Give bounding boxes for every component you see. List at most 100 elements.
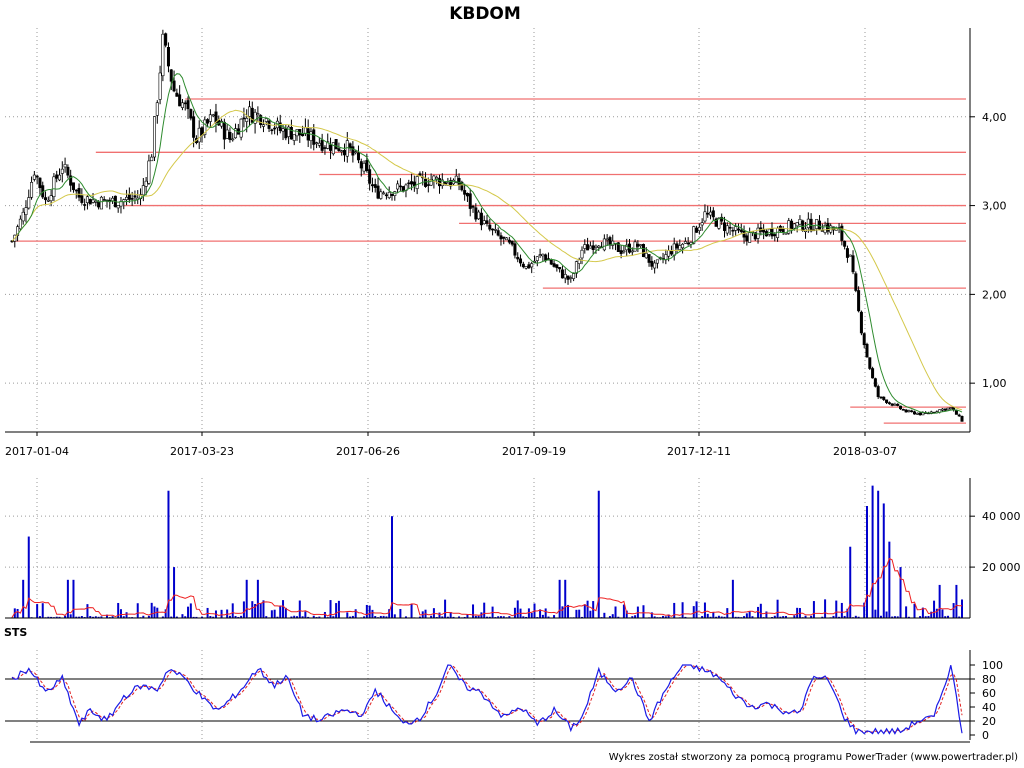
volume-bar bbox=[318, 616, 321, 618]
volume-bar bbox=[170, 616, 173, 618]
volume-bar bbox=[296, 616, 298, 618]
candle-body bbox=[706, 212, 710, 215]
volume-bar bbox=[553, 615, 556, 618]
volume-bar bbox=[919, 616, 922, 618]
volume-bar bbox=[941, 609, 944, 618]
volume-bar bbox=[262, 600, 265, 618]
candle-body bbox=[164, 33, 168, 46]
candle-body bbox=[516, 256, 520, 260]
candle-body bbox=[491, 228, 495, 231]
candle-body bbox=[426, 184, 430, 186]
volume-bar bbox=[474, 615, 477, 618]
candle-body bbox=[88, 198, 92, 205]
volume-y-tick-label: 40 000 bbox=[982, 510, 1021, 523]
candle-body bbox=[465, 192, 469, 197]
candle-body bbox=[424, 178, 428, 187]
candle-body bbox=[161, 33, 165, 77]
volume-bar bbox=[701, 616, 704, 618]
volume-bar bbox=[703, 602, 706, 618]
volume-bar bbox=[776, 599, 779, 618]
candle-body bbox=[784, 232, 788, 235]
candle-body bbox=[695, 227, 699, 233]
volume-bar bbox=[734, 616, 737, 618]
volume-bar bbox=[446, 616, 449, 618]
candle-body bbox=[717, 217, 721, 229]
volume-bar bbox=[885, 611, 888, 618]
volume-bar bbox=[938, 584, 941, 618]
candle-body bbox=[38, 177, 42, 189]
candle-body bbox=[206, 119, 210, 124]
candle-body bbox=[960, 415, 964, 422]
date-tick-labels: 2017-01-04 2017-03-23 2017-06-26 2017-09-19… bbox=[5, 432, 897, 458]
volume-bar bbox=[866, 506, 868, 618]
date-tick-label: 2017-03-23 bbox=[170, 445, 234, 458]
candle-body bbox=[756, 227, 760, 239]
volume-bar bbox=[293, 615, 296, 618]
volume-bar bbox=[399, 608, 402, 618]
candle-body bbox=[189, 109, 193, 119]
candle-body bbox=[912, 411, 916, 415]
volume-bar bbox=[793, 615, 796, 618]
candle-body bbox=[524, 266, 528, 269]
candle-body bbox=[69, 175, 73, 186]
volume-bar bbox=[779, 616, 782, 618]
volume-bar bbox=[212, 616, 215, 618]
volume-bar bbox=[418, 616, 421, 618]
volume-bar bbox=[525, 616, 528, 618]
candle-body bbox=[831, 226, 835, 231]
candle-body bbox=[323, 147, 327, 149]
volume-bar bbox=[650, 612, 653, 618]
candle-body bbox=[287, 126, 291, 137]
candle-body bbox=[851, 255, 855, 273]
volume-bar bbox=[50, 616, 53, 618]
candle-body bbox=[639, 244, 643, 247]
candle-body bbox=[281, 128, 285, 132]
candle-body bbox=[885, 399, 889, 403]
volume-bar bbox=[298, 600, 301, 618]
candle-body bbox=[538, 254, 542, 257]
volume-bar bbox=[673, 602, 676, 618]
volume-bar bbox=[173, 567, 176, 618]
candle-body bbox=[798, 219, 802, 225]
candle-body bbox=[32, 174, 36, 180]
volume-bar bbox=[684, 616, 687, 618]
candle-body bbox=[382, 192, 386, 195]
volume-bar bbox=[209, 615, 212, 618]
candle-body bbox=[192, 116, 196, 138]
volume-bar bbox=[695, 601, 698, 618]
volume-bar bbox=[38, 616, 41, 618]
price-panel: 1,002,003,004,00 2017-01-04 2017-03-23 201… bbox=[5, 28, 1007, 458]
candle-body bbox=[530, 263, 534, 268]
volume-panel: 20 000 40 000 bbox=[5, 478, 1021, 619]
candle-body bbox=[463, 190, 467, 195]
candle-body bbox=[650, 260, 654, 267]
volume-bar bbox=[106, 614, 108, 618]
candle-body bbox=[228, 131, 232, 140]
candle-body bbox=[479, 212, 483, 226]
volume-bar bbox=[192, 616, 195, 618]
candle-body bbox=[904, 409, 908, 413]
candle-body bbox=[351, 146, 355, 156]
candle-body bbox=[329, 144, 333, 151]
volume-bar bbox=[924, 616, 927, 618]
candle-body bbox=[876, 386, 880, 397]
volume-bar bbox=[737, 616, 740, 618]
volume-bar bbox=[706, 613, 709, 618]
candle-body bbox=[239, 118, 243, 138]
volume-bar bbox=[757, 606, 760, 618]
candle-body bbox=[178, 94, 182, 107]
candle-body bbox=[535, 256, 539, 261]
price-y-tick-label: 1,00 bbox=[982, 377, 1007, 390]
candle-body bbox=[16, 226, 20, 236]
volume-bar bbox=[824, 599, 827, 618]
candle-body bbox=[49, 195, 53, 202]
volume-bar bbox=[290, 616, 293, 618]
volume-bar bbox=[276, 616, 279, 618]
volume-bar bbox=[745, 613, 748, 618]
volume-bar bbox=[720, 616, 723, 618]
volume-bar bbox=[715, 616, 718, 618]
candle-body bbox=[703, 211, 707, 222]
candle-body bbox=[675, 243, 679, 249]
candle-body bbox=[697, 226, 701, 231]
volume-bar bbox=[354, 609, 357, 618]
